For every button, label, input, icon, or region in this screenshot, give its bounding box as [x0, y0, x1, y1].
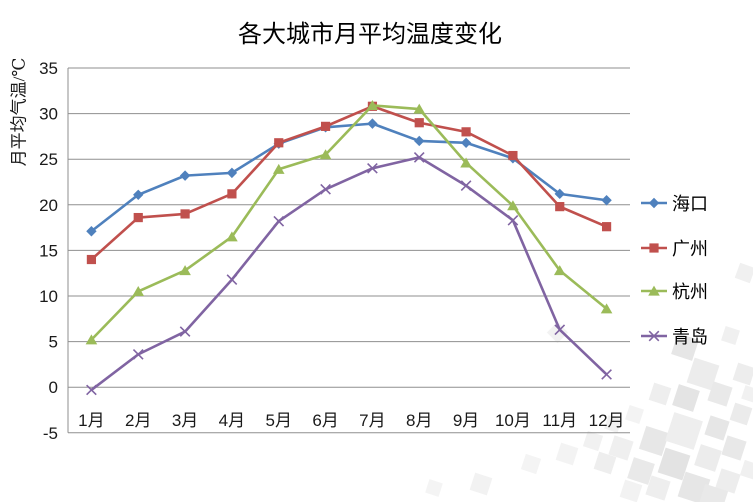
legend-item-label: 杭州 — [672, 282, 708, 302]
data-point — [460, 180, 472, 192]
x-tick-label: 7月 — [359, 411, 385, 430]
data-point — [366, 99, 379, 110]
data-point — [132, 349, 144, 360]
data-point — [554, 324, 566, 336]
data-point — [414, 118, 424, 128]
x-tick-label: 12月 — [589, 411, 625, 430]
data-point — [86, 384, 97, 396]
legend-marker-x — [648, 330, 660, 342]
legend-item-label: 海口 — [672, 194, 708, 214]
data-point — [553, 265, 566, 276]
x-tick-label: 5月 — [266, 411, 292, 430]
data-point — [85, 334, 98, 345]
data-point — [414, 135, 425, 147]
data-point — [179, 265, 191, 276]
y-tick-label: 5 — [49, 333, 58, 352]
legend-marker-triangle — [648, 285, 660, 296]
data-point — [460, 157, 472, 168]
data-point — [274, 138, 284, 148]
data-point — [272, 163, 285, 174]
x-tick-label: 6月 — [312, 411, 338, 430]
data-point — [226, 274, 238, 285]
data-point — [507, 200, 519, 211]
data-point — [86, 226, 97, 237]
data-point — [320, 183, 331, 195]
y-tick-label: 35 — [39, 59, 58, 78]
x-tick-label: 1月 — [78, 411, 104, 430]
data-point — [508, 150, 518, 161]
y-tick-label: 0 — [49, 378, 58, 397]
data-point — [226, 167, 238, 179]
data-point — [600, 303, 613, 314]
data-point — [461, 127, 471, 137]
data-point — [601, 195, 612, 206]
x-tick-label: 8月 — [406, 411, 432, 430]
series-line-杭州 — [90, 104, 608, 341]
data-point — [554, 188, 565, 200]
y-tick-label: 10 — [39, 287, 58, 306]
x-tick-label: 11月 — [542, 411, 577, 430]
series-line-广州 — [90, 105, 608, 261]
data-point — [86, 254, 97, 265]
x-tick-label: 10月 — [495, 411, 531, 430]
y-tick-label: 25 — [39, 150, 58, 169]
y-tick-label: -5 — [43, 424, 58, 443]
data-point — [227, 189, 237, 199]
data-point — [133, 189, 144, 200]
data-point — [413, 103, 426, 114]
data-point — [413, 152, 425, 163]
data-point — [555, 202, 565, 212]
data-point — [367, 162, 378, 174]
data-point — [601, 369, 612, 380]
chart-title: 各大城市月平均温度变化 — [238, 22, 502, 48]
data-point — [367, 118, 378, 129]
data-point — [132, 286, 145, 297]
data-point — [601, 222, 612, 232]
y-tick-label: 20 — [39, 196, 58, 215]
x-tick-label: 3月 — [172, 411, 198, 430]
legend-item-label: 青岛 — [672, 327, 708, 347]
data-point — [180, 209, 190, 219]
data-point — [226, 231, 238, 242]
x-tick-label: 9月 — [453, 411, 479, 430]
y-axis-title: 月平均气温/℃ — [9, 57, 29, 167]
y-tick-label: 15 — [39, 241, 58, 260]
data-point — [507, 214, 519, 226]
y-tick-label: 30 — [39, 105, 58, 124]
legend-item-label: 广州 — [672, 239, 708, 259]
data-point — [273, 215, 285, 227]
data-point — [179, 326, 191, 337]
x-tick-label: 2月 — [125, 411, 151, 430]
legend-marker-square — [649, 243, 659, 253]
data-point — [179, 170, 191, 181]
data-point — [133, 212, 143, 223]
data-point — [460, 137, 472, 148]
data-point — [320, 121, 331, 131]
x-tick-label: 4月 — [219, 411, 245, 430]
legend-marker-diamond — [648, 197, 660, 209]
data-point — [319, 149, 332, 160]
series-line-青岛 — [90, 156, 608, 391]
